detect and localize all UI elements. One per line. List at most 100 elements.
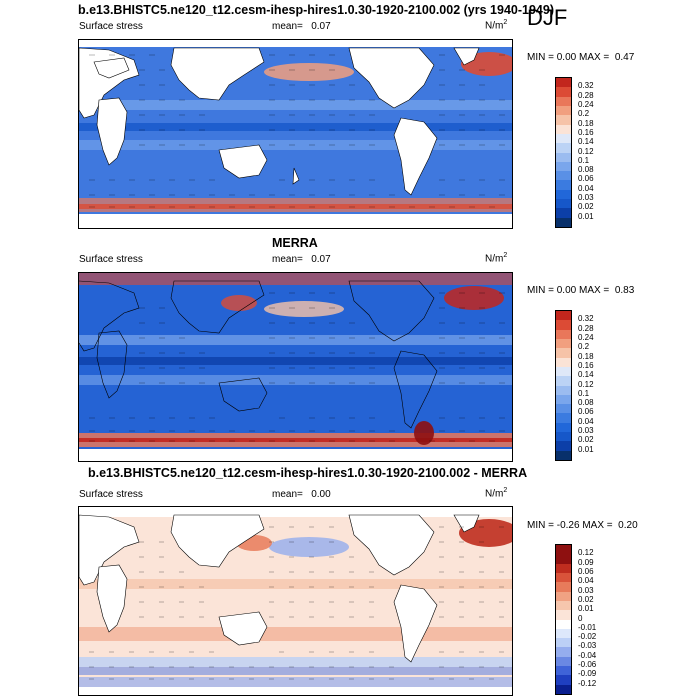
colorbar-tick-label: -0.02 [578,632,597,642]
panel-3-map [78,506,513,696]
map-3-svg [79,507,512,695]
colorbar-tick-label: 0.1 [578,155,590,165]
mean-label: mean= [272,21,303,32]
colorbar-tick-label: 0.24 [578,99,594,109]
colorbar-tick-label: 0.06 [578,566,594,576]
colorbar-tick-label: 0.04 [578,183,594,193]
colorbar-tick-label: 0.32 [578,81,594,91]
colorbar-tick-label: 0.2 [578,109,590,119]
colorbar-tick-label: 0.03 [578,585,594,595]
wind-vectors-3 [89,526,504,680]
panel-2-mean: mean= 0.07 [272,254,331,265]
season-label: DJF [527,5,568,30]
colorbar-segment [556,432,571,442]
panel-1-title: b.e13.BHISTC5.ne120_t12.cesm-ihesp-hires… [78,3,554,17]
map-1-svg [79,40,512,228]
panel-1-units: N/m2 [485,19,508,32]
colorbar-tick-label: 0.04 [578,416,594,426]
panel-3-minmax: MIN = -0.26 MAX = 0.20 [527,520,638,531]
colorbar-tick-label: -0.01 [578,622,597,632]
panel-2-variable: Surface stress [79,254,143,265]
colorbar-segment [556,675,571,685]
colorbar-tick-label: 0.14 [578,370,594,380]
colorbar-segment [556,628,571,639]
colorbar-tick-label: -0.06 [578,660,597,670]
panel-1-variable: Surface stress [79,21,143,32]
colorbar-tick-label: 0.03 [578,193,594,203]
colorbar-segment [556,87,571,97]
colorbar-tick-label: 0.2 [578,342,590,352]
colorbar-tick-label: -0.03 [578,641,597,651]
colorbar-segment [556,563,571,573]
colorbar-segment [556,591,571,601]
colorbar-tick-label: 0.01 [578,604,594,614]
colorbar-segment [556,199,571,209]
panel-2-units: N/m2 [485,252,508,265]
colorbar-tick-label: 0.09 [578,557,594,567]
panel-3-units: N/m2 [485,487,508,500]
colorbar-tick-label: 0.12 [578,146,594,156]
colorbar-segment [556,161,571,172]
panel-2-colorbar [555,310,572,461]
panel-2-title: MERRA [272,236,318,250]
colorbar-tick-label: 0.08 [578,165,594,175]
colorbar-segment [556,78,571,88]
colorbar-segment [556,143,571,153]
colorbar-tick-label: -0.12 [578,678,597,688]
colorbar-tick-label: 0.01 [578,444,594,454]
colorbar-segment [556,394,571,405]
colorbar-tick-label: 0.02 [578,594,594,604]
colorbar-segment [556,189,571,200]
colorbar-segment [556,422,571,433]
colorbar-tick-label: 0.18 [578,351,594,361]
colorbar-segment [556,666,571,676]
colorbar-segment [556,441,571,451]
colorbar-segment [556,208,571,218]
colorbar-segment [556,638,571,648]
colorbar-tick-label: 0.03 [578,426,594,436]
colorbar-tick-label: 0.12 [578,548,594,558]
colorbar-segment [556,180,571,190]
colorbar-segment [556,376,571,386]
colorbar-segment [556,329,571,339]
colorbar-tick-label: 0.02 [578,202,594,212]
colorbar-tick-label: 0.01 [578,211,594,221]
colorbar-segment [556,152,571,162]
colorbar-tick-label: 0.08 [578,398,594,408]
colorbar-segment [556,96,571,106]
colorbar-segment [556,124,571,134]
colorbar-segment [556,684,571,694]
colorbar-segment [556,610,571,620]
colorbar-segment [556,600,571,611]
map-2-svg [79,273,512,461]
colorbar-segment [556,320,571,330]
colorbar-segment [556,217,571,227]
colorbar-segment [556,572,571,583]
colorbar-segment [556,656,571,667]
colorbar-tick-label: -0.09 [578,669,597,679]
colorbar-tick-label: 0.16 [578,127,594,137]
mean-label: mean= [272,489,303,500]
colorbar-tick-label: -0.04 [578,650,597,660]
wind-vectors-2 [89,292,505,442]
colorbar-segment [556,385,571,395]
colorbar-segment [556,366,571,377]
colorbar-tick-label: 0.06 [578,407,594,417]
mean-value: 0.07 [311,254,331,265]
mean-label: mean= [272,254,303,265]
colorbar-segment [556,115,571,125]
panel-2-minmax: MIN = 0.00 MAX = 0.83 [527,285,635,296]
panel-3-variable: Surface stress [79,489,143,500]
wind-vectors-1 [89,54,505,208]
colorbar-segment [556,545,571,555]
continents-1 [79,47,480,196]
colorbar-tick-label: 0.06 [578,174,594,184]
panel-2-map [78,272,513,462]
colorbar-segment [556,647,571,657]
panel-1-mean: mean= 0.07 [272,21,331,32]
panel-3-mean: mean= 0.00 [272,489,331,500]
continents-2 [79,280,438,429]
colorbar-segment [556,450,571,460]
colorbar-segment [556,404,571,414]
panel-3-title: b.e13.BHISTC5.ne120_t12.cesm-ihesp-hires… [88,466,528,480]
